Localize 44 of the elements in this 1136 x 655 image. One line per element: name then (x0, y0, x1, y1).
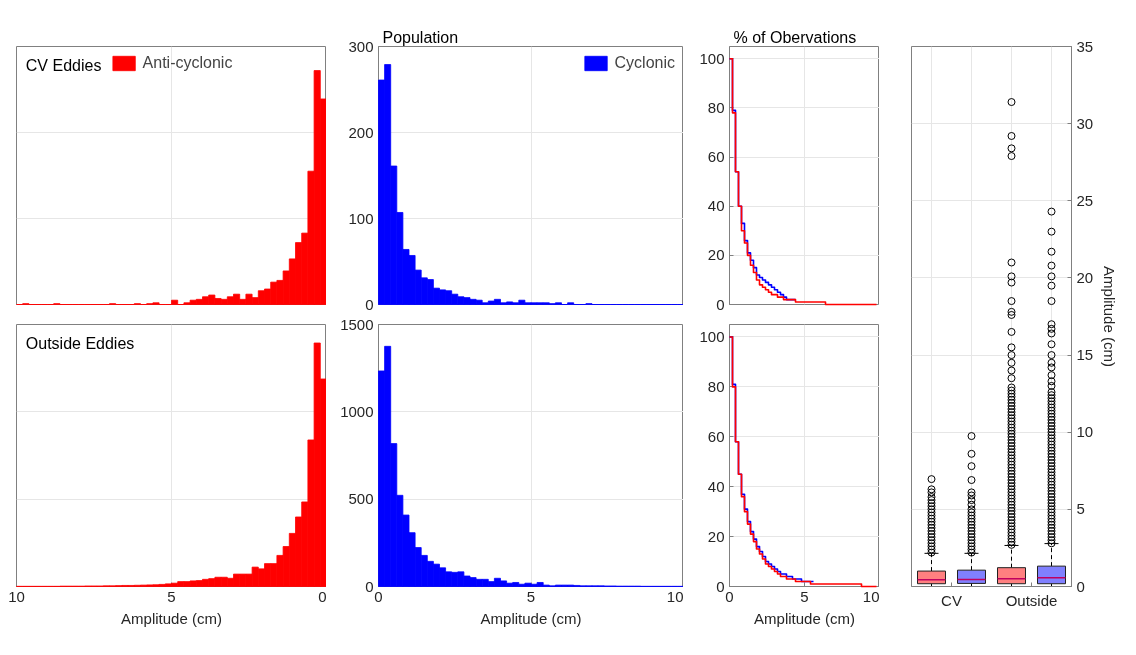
annotation: CV Eddies (25, 56, 102, 74)
x-tick-label: 0 (318, 587, 327, 605)
x-axis-title: Amplitude (cm) (480, 609, 582, 627)
y-tick-label: 60 (707, 148, 725, 166)
x-tick-label: CV (941, 591, 962, 609)
y-tick-label: 20 (707, 527, 725, 545)
y-tick-label: 25 (1076, 191, 1094, 209)
y-tick-label: 20 (1076, 268, 1094, 286)
y-tick-label: 10 (1076, 423, 1094, 441)
y-tick-label: 80 (707, 98, 725, 116)
legend-label: Cyclonic (614, 54, 675, 72)
y-tick-label: 80 (707, 377, 725, 395)
y-tick-label: 30 (1076, 114, 1094, 132)
y-tick-label: 200 (348, 123, 374, 141)
y-tick-label: 0 (716, 295, 725, 313)
y-tick-label: 1500 (340, 315, 374, 333)
x-axis-title: Amplitude (cm) (121, 609, 222, 627)
x-tick-label: 10 (8, 587, 25, 605)
x-tick-label: 10 (862, 587, 880, 605)
y-tick-label: 100 (348, 209, 374, 227)
y-tick-label: 100 (699, 49, 725, 67)
y-tick-label: 1000 (340, 402, 374, 420)
y-tick-label: 60 (707, 427, 725, 445)
legend-label: Anti-cyclonic (142, 54, 233, 72)
x-tick-label: 5 (167, 587, 176, 605)
y-tick-label: 500 (348, 490, 374, 508)
y-axis-title: Population (382, 28, 459, 46)
x-axis-title: Amplitude (cm) (754, 609, 855, 627)
y-tick-label: 300 (348, 37, 374, 55)
annotation: Outside Eddies (25, 334, 135, 352)
x-tick-label: 5 (800, 587, 809, 605)
y-tick-label: 15 (1076, 346, 1094, 364)
x-tick-label: 10 (666, 587, 684, 605)
y-axis-title: % of Obervations (733, 28, 857, 46)
y-tick-label: 20 (707, 246, 725, 264)
x-tick-label: Outside (1005, 591, 1058, 609)
y-tick-label: 35 (1076, 37, 1094, 55)
y-tick-label: 40 (707, 477, 725, 495)
y-tick-label: 5 (1076, 500, 1085, 518)
y-tick-label: 0 (365, 295, 374, 313)
y-axis-title: Amplitude (cm) (1101, 266, 1119, 367)
x-tick-label: 5 (526, 587, 536, 605)
y-tick-label: 100 (699, 327, 725, 345)
y-tick-label: 40 (707, 197, 725, 215)
